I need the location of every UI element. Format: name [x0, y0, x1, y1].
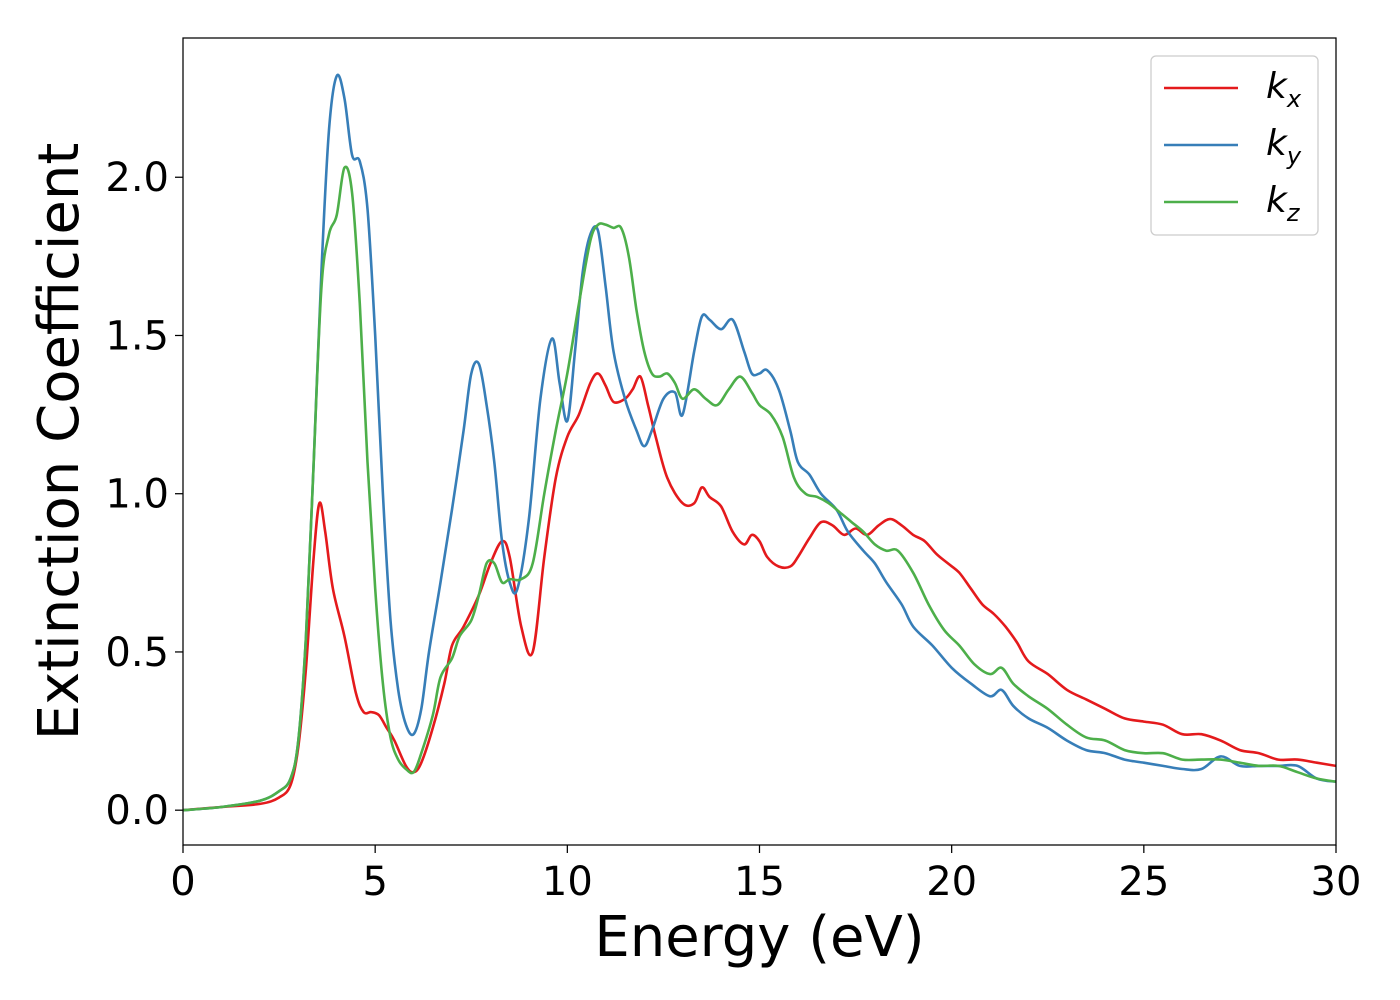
y-tick-label: 1.0 — [105, 472, 169, 518]
legend-label-kx: kx — [1266, 66, 1302, 113]
x-tick-label: 25 — [1118, 859, 1169, 905]
series-layer — [183, 73, 1336, 812]
legend: kx ky kz — [1150, 55, 1319, 236]
x-tick-label: 15 — [734, 859, 785, 905]
y-tick-label: 2.0 — [105, 155, 169, 201]
x-tick-label: 20 — [926, 859, 977, 905]
y-tick-label: 0.0 — [105, 788, 169, 834]
y-tick-label: 0.5 — [105, 630, 169, 676]
y-axis-ticks: 0.0 0.5 1.0 1.5 2.0 — [105, 155, 183, 834]
x-axis-label: Energy (eV) — [594, 905, 924, 970]
series-line-ky — [183, 73, 1336, 812]
legend-label-kz: kz — [1266, 180, 1301, 227]
legend-label-ky: ky — [1266, 123, 1302, 170]
series-line-kz — [183, 165, 1336, 812]
y-axis-label: Extinction Coefficient — [27, 143, 92, 741]
x-tick-label: 10 — [542, 859, 593, 905]
x-tick-label: 5 — [362, 859, 387, 905]
series-line-kx — [183, 372, 1336, 812]
x-tick-label: 30 — [1311, 859, 1362, 905]
x-axis-ticks: 0 5 10 15 20 25 30 — [170, 845, 1361, 905]
x-tick-label: 0 — [170, 859, 195, 905]
y-tick-label: 1.5 — [105, 313, 169, 359]
